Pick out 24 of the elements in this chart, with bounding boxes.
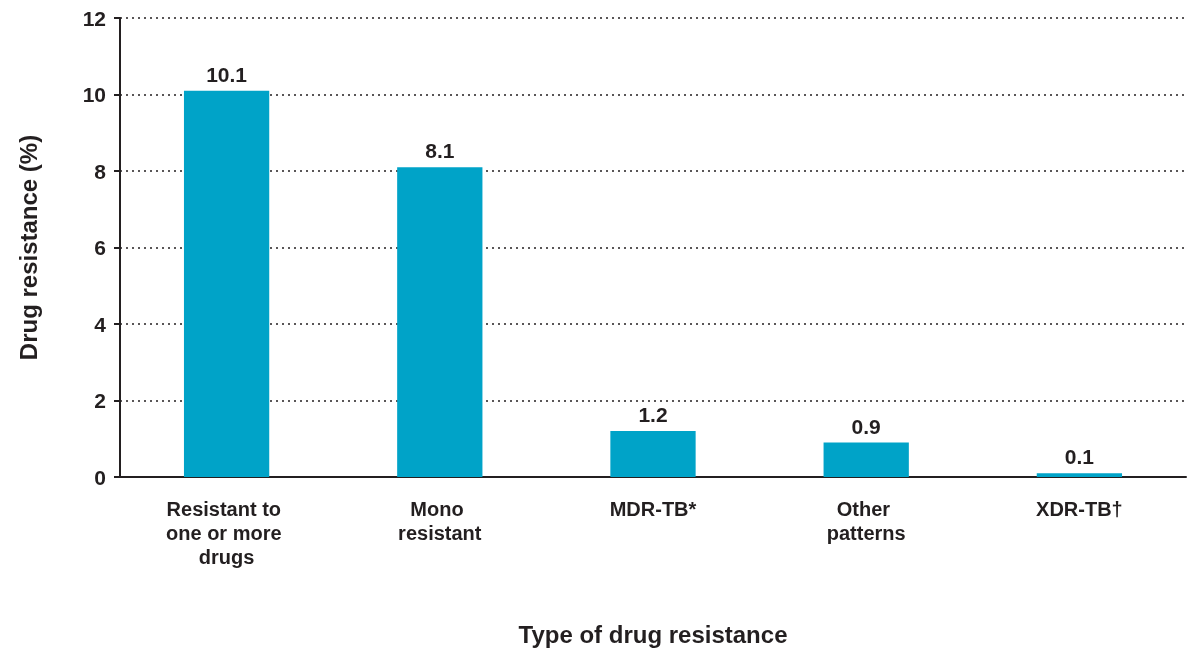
x-axis-title: Type of drug resistance — [518, 620, 788, 648]
data-label: 0.9 — [851, 414, 881, 438]
x-tick-label: Mono resistant — [398, 498, 482, 544]
x-tick-label: MDR-TB* — [609, 498, 697, 520]
y-tick-label: 2 — [94, 389, 106, 412]
data-label: 8.1 — [425, 139, 455, 163]
bar — [183, 90, 270, 477]
data-label: 0.1 — [1064, 445, 1095, 469]
bar — [1036, 473, 1123, 477]
x-tick-label: Resistant to one or more drugs — [166, 498, 288, 568]
y-tick-label: 0 — [94, 465, 106, 489]
bar — [823, 442, 909, 477]
data-label: 1.2 — [638, 403, 668, 427]
y-tick-label: 4 — [94, 312, 107, 336]
bar — [610, 431, 696, 477]
x-tick-label: Other patterns — [826, 498, 906, 544]
y-tick-label: 12 — [82, 6, 106, 30]
x-tick-label: XDR-TB† — [1036, 498, 1123, 520]
bar — [397, 167, 483, 477]
y-tick-label: 8 — [94, 159, 107, 183]
data-label: 10.1 — [206, 62, 248, 86]
y-tick-label: 10 — [82, 83, 106, 106]
y-axis-title: Drug resistance (%) — [14, 134, 42, 361]
y-tick-label: 6 — [94, 236, 106, 259]
